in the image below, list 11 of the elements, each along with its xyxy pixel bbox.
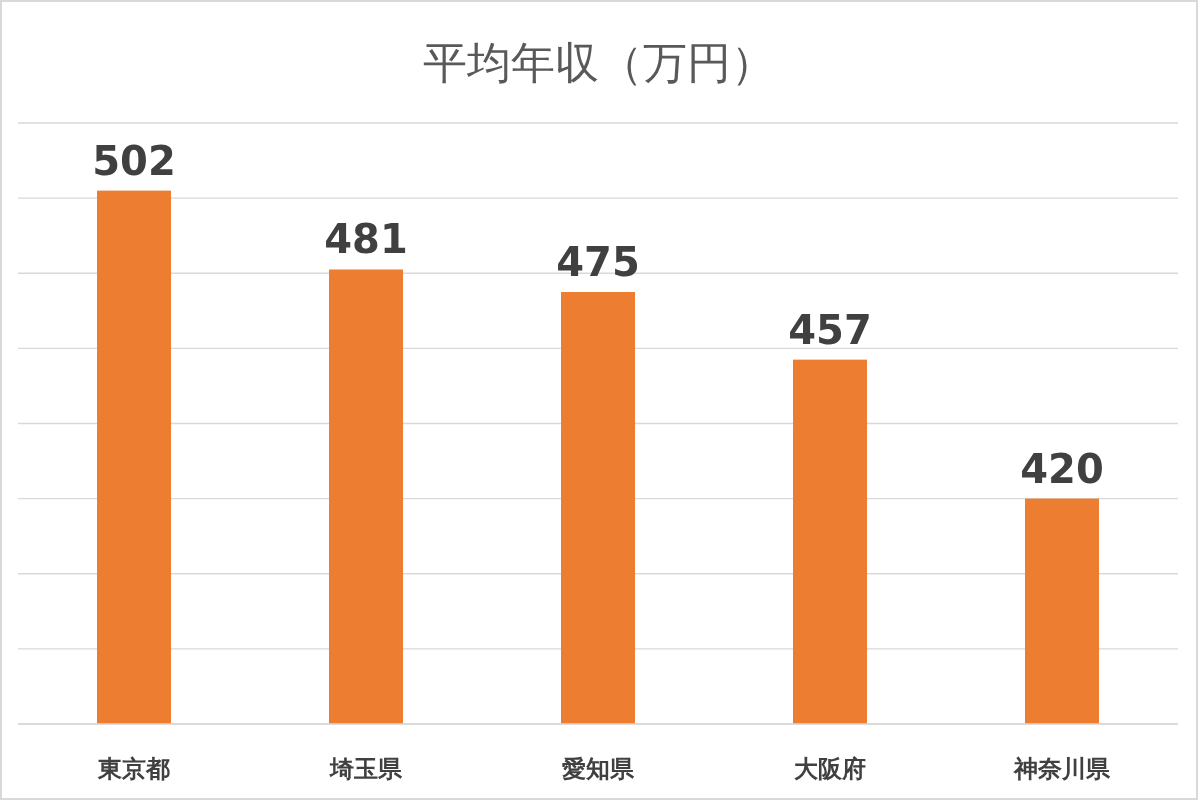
x-tick-label: 大阪府: [794, 755, 866, 783]
data-label: 457: [788, 306, 872, 353]
x-tick-label: 埼玉県: [329, 755, 403, 783]
x-tick-label: 神奈川県: [1013, 755, 1111, 783]
data-label: 502: [92, 137, 176, 184]
chart-title: 平均年収（万円）: [423, 37, 775, 88]
data-label: 481: [324, 216, 408, 263]
data-label: 420: [1020, 445, 1104, 492]
data-label: 475: [556, 239, 640, 286]
x-tick-label: 愛知県: [562, 755, 635, 783]
x-tick-label: 東京都: [97, 755, 170, 783]
